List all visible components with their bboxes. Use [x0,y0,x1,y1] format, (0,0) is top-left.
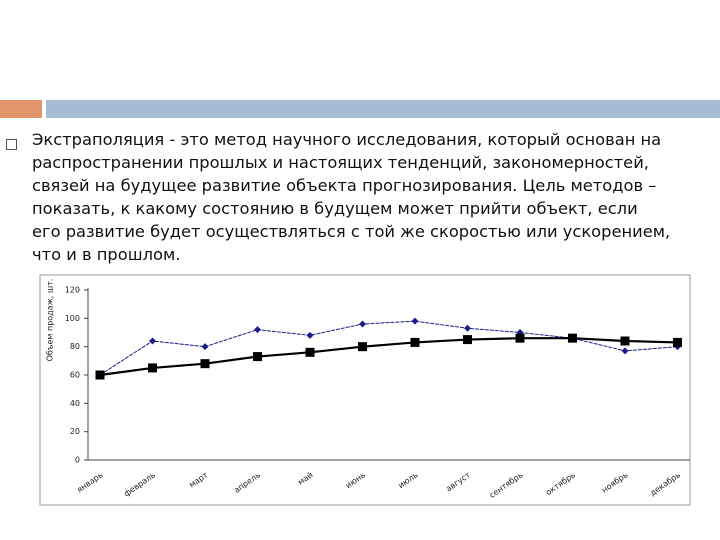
data-point [464,324,471,332]
data-point [200,359,210,369]
data-point [463,335,472,345]
x-tick-label: январь [75,470,105,494]
x-tick-label: июль [397,470,420,490]
data-point [620,336,630,346]
data-point [254,326,261,334]
text-line: его развитие будет осуществляться с той … [32,222,671,241]
y-tick-label: 60 [70,371,80,380]
text-line: распространении прошлых и настоящих тенд… [32,153,649,172]
data-point [149,337,156,345]
y-axis-label: Объем продаж, шт. [46,279,55,362]
x-tick-label: апрель [232,470,262,495]
paragraph: Экстраполяция - это метод научного иссле… [32,128,670,266]
y-tick-label: 80 [70,342,80,351]
text-line: показать, к какому состоянию в будущем м… [32,199,638,218]
x-tick-label: декабрь [648,470,682,498]
data-point [410,337,420,347]
data-point [253,352,262,362]
data-point [568,333,577,343]
x-tick-label: февраль [122,470,157,498]
series-line [99,337,678,377]
text-line: Экстраполяция - это метод научного иссле… [32,130,662,149]
data-point [358,342,367,352]
header-bar [46,100,720,118]
series-line [99,320,678,376]
chart-frame [39,274,691,506]
text-line: связей на будущее развитие объекта прогн… [32,176,657,195]
x-tick-label: март [187,470,209,489]
x-tick-label: май [296,470,314,487]
y-tick-label: 120 [65,286,80,295]
accent-bar [0,100,42,118]
data-point [305,347,315,357]
data-point [306,331,314,339]
data-point [95,370,105,380]
data-point [411,317,419,325]
data-point [359,320,366,328]
x-tick-label: октябрь [544,470,577,497]
x-tick-label: сентябрь [488,470,525,500]
y-tick-label: 0 [75,456,80,465]
data-point [201,343,209,351]
data-point [673,337,682,347]
data-point [515,333,525,343]
x-tick-label: июнь [344,470,367,490]
data-point [148,363,157,373]
x-tick-label: ноябрь [600,470,630,495]
bullet [6,139,17,150]
y-tick-label: 20 [70,427,80,436]
data-point [621,347,629,355]
x-tick-label: август [444,470,472,493]
y-tick-label: 40 [70,399,80,408]
y-tick-label: 100 [65,314,80,323]
text-line: что и в прошлом. [32,245,181,264]
